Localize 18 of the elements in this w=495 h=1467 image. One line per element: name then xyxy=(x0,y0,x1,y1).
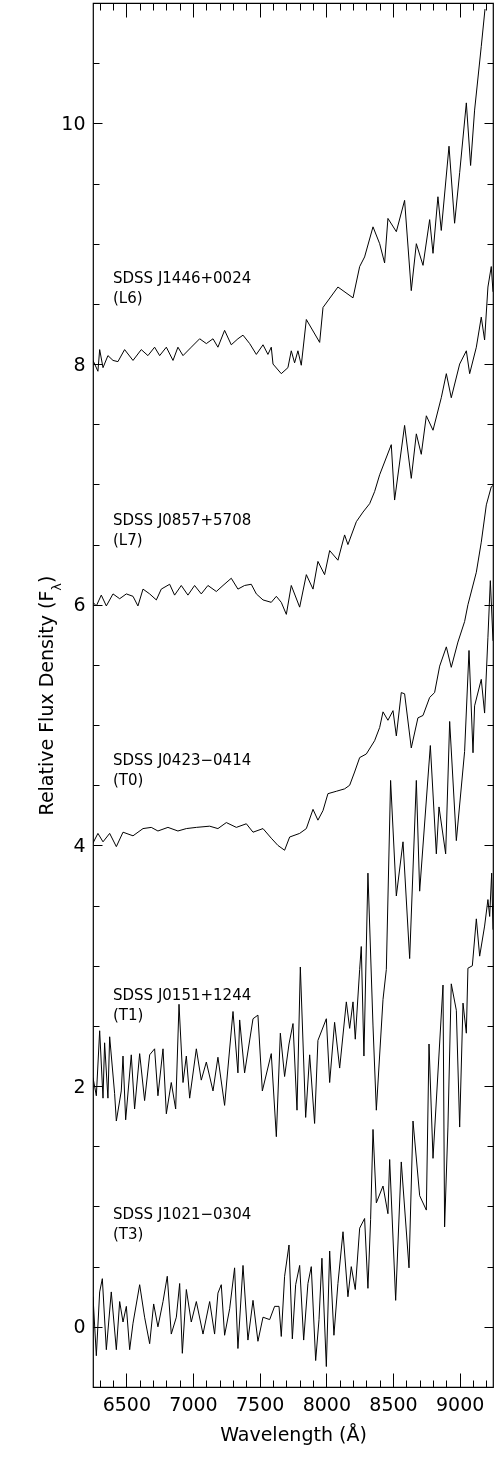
y-tick-label: 2 xyxy=(73,1074,86,1097)
y-tick-label: 6 xyxy=(73,593,86,616)
text: SDSS J0423−0414 (T0) xyxy=(113,751,252,790)
x-tick-label: 8500 xyxy=(369,1392,418,1415)
y-tick-label: 0 xyxy=(73,1315,86,1338)
x-axis-title: Wavelength (Å) xyxy=(220,1422,367,1445)
y-tick-label: 4 xyxy=(73,833,86,856)
series-label: SDSS J1446+0024 (L6) xyxy=(113,268,252,307)
y-tick-label: 10 xyxy=(61,111,86,134)
x-tick-label: 7000 xyxy=(169,1392,218,1415)
y-tick-label: 8 xyxy=(73,352,86,375)
x-tick-label: 8000 xyxy=(302,1392,352,1415)
x-tick-label: 9000 xyxy=(435,1392,485,1415)
series-label: SDSS J1021−0304 (T3) xyxy=(113,1205,252,1244)
series-label: SDSS J0151+1244 (T1) xyxy=(113,986,252,1025)
x-tick-label: 7500 xyxy=(235,1392,285,1415)
text: SDSS J0857+5708 (L7) xyxy=(113,510,252,549)
x-tick-label: 6500 xyxy=(102,1392,152,1415)
